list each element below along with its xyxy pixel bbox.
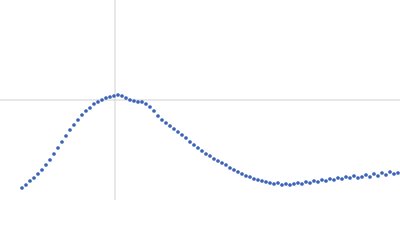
point bbox=[268, 181, 272, 185]
point bbox=[180, 133, 184, 137]
point bbox=[360, 175, 364, 179]
point bbox=[64, 134, 68, 138]
point bbox=[196, 146, 200, 150]
point bbox=[108, 95, 112, 99]
point bbox=[264, 180, 268, 184]
point bbox=[44, 163, 48, 167]
point bbox=[176, 130, 180, 134]
point bbox=[340, 177, 344, 181]
point bbox=[348, 176, 352, 180]
point bbox=[76, 118, 80, 122]
point bbox=[140, 100, 144, 104]
point bbox=[24, 183, 28, 187]
point bbox=[252, 177, 256, 181]
point bbox=[216, 159, 220, 163]
point bbox=[308, 181, 312, 185]
point bbox=[52, 152, 56, 156]
point bbox=[228, 166, 232, 170]
point bbox=[92, 102, 96, 106]
point bbox=[312, 179, 316, 183]
point bbox=[344, 175, 348, 179]
point bbox=[336, 176, 340, 180]
point bbox=[72, 123, 76, 127]
point bbox=[212, 157, 216, 161]
point bbox=[380, 171, 384, 175]
point bbox=[296, 181, 300, 185]
point bbox=[324, 179, 328, 183]
point bbox=[300, 182, 304, 186]
point bbox=[244, 174, 248, 178]
point bbox=[332, 178, 336, 182]
point bbox=[148, 105, 152, 109]
point bbox=[128, 98, 132, 102]
point bbox=[328, 177, 332, 181]
point bbox=[204, 152, 208, 156]
point bbox=[392, 172, 396, 176]
point bbox=[316, 180, 320, 184]
point bbox=[288, 183, 292, 187]
point bbox=[320, 178, 324, 182]
point bbox=[40, 168, 44, 172]
point bbox=[388, 170, 392, 174]
point bbox=[376, 174, 380, 178]
point bbox=[372, 172, 376, 176]
point bbox=[32, 176, 36, 180]
point bbox=[240, 172, 244, 176]
point bbox=[272, 182, 276, 186]
point bbox=[284, 182, 288, 186]
point bbox=[168, 124, 172, 128]
point bbox=[80, 113, 84, 117]
point bbox=[232, 168, 236, 172]
point bbox=[120, 94, 124, 98]
point bbox=[224, 163, 228, 167]
point bbox=[256, 178, 260, 182]
point bbox=[104, 96, 108, 100]
point bbox=[260, 179, 264, 183]
point bbox=[96, 100, 100, 104]
point bbox=[116, 93, 120, 97]
point bbox=[84, 109, 88, 113]
chart bbox=[0, 0, 400, 200]
point bbox=[124, 96, 128, 100]
point bbox=[56, 146, 60, 150]
point bbox=[384, 173, 388, 177]
point bbox=[36, 172, 40, 176]
point bbox=[276, 181, 280, 185]
point bbox=[280, 183, 284, 187]
point bbox=[60, 140, 64, 144]
point bbox=[208, 154, 212, 158]
point bbox=[156, 114, 160, 118]
point bbox=[100, 98, 104, 102]
point bbox=[160, 118, 164, 122]
point bbox=[356, 176, 360, 180]
point bbox=[136, 100, 140, 104]
point bbox=[200, 149, 204, 153]
point bbox=[396, 171, 400, 175]
point bbox=[28, 179, 32, 183]
point bbox=[164, 121, 168, 125]
point bbox=[88, 106, 92, 110]
point bbox=[248, 175, 252, 179]
point bbox=[48, 158, 52, 162]
point bbox=[364, 173, 368, 177]
point bbox=[172, 127, 176, 131]
point bbox=[20, 186, 24, 190]
point bbox=[68, 128, 72, 132]
point bbox=[352, 174, 356, 178]
point bbox=[144, 102, 148, 106]
point bbox=[112, 94, 116, 98]
point bbox=[192, 143, 196, 147]
point bbox=[220, 161, 224, 165]
point bbox=[304, 180, 308, 184]
point bbox=[368, 175, 372, 179]
point bbox=[132, 99, 136, 103]
point bbox=[184, 136, 188, 140]
point bbox=[292, 182, 296, 186]
point bbox=[236, 170, 240, 174]
point bbox=[188, 140, 192, 144]
point bbox=[152, 109, 156, 113]
